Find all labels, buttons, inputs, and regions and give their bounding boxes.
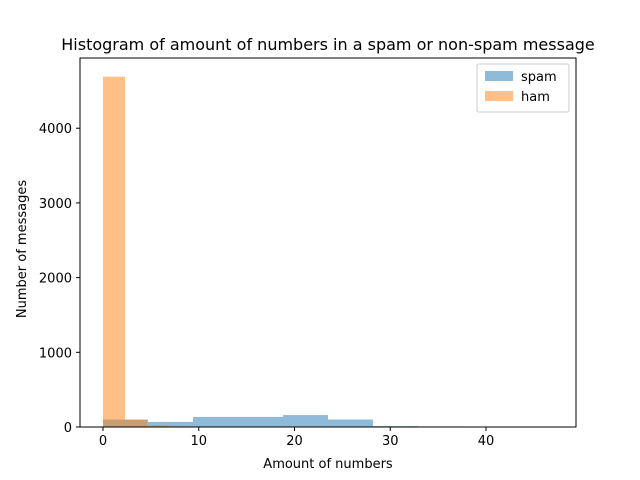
x-tick-label: 30 xyxy=(382,434,399,449)
x-tick-label: 40 xyxy=(478,434,495,449)
legend-label-ham: ham xyxy=(521,90,550,105)
y-axis-label: Number of messages xyxy=(15,180,30,318)
legend-swatch-ham xyxy=(485,91,513,101)
spam-bar-5 xyxy=(328,419,374,427)
legend: spam ham xyxy=(476,63,570,113)
x-axis-label: Amount of numbers xyxy=(263,457,393,472)
y-tick-label: 3000 xyxy=(39,197,72,212)
chart-title: Histogram of amount of numbers in a spam… xyxy=(61,35,595,54)
y-tick-label: 2000 xyxy=(39,272,72,287)
spam-bar-4 xyxy=(282,415,328,427)
plot-frame xyxy=(79,57,577,428)
legend-label-spam: spam xyxy=(521,70,557,85)
spam-bar-3 xyxy=(237,416,283,427)
legend-swatch-spam xyxy=(485,71,513,81)
x-tick-label: 10 xyxy=(190,434,207,449)
spam-bar-2 xyxy=(192,416,238,427)
axes-group: 0 10 20 30 40 0 1000 2000 3000 4000 xyxy=(39,57,577,449)
spam-bar-1 xyxy=(147,421,193,427)
y-tick-label: 0 xyxy=(64,421,72,436)
y-tick-label: 4000 xyxy=(39,122,72,137)
ham-bar-2 xyxy=(147,425,170,427)
ham-bar-1 xyxy=(125,419,148,427)
y-tick-label: 1000 xyxy=(39,346,72,361)
ham-bar-0 xyxy=(102,76,126,428)
x-tick-label: 20 xyxy=(286,434,303,449)
x-tick-label: 0 xyxy=(99,434,107,449)
